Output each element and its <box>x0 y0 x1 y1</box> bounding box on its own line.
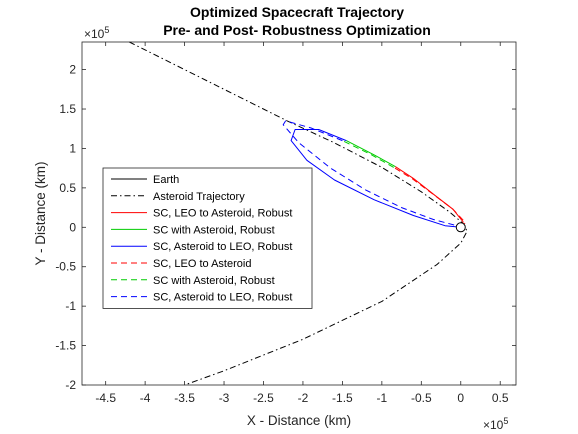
y-tick-label: -0.5 <box>55 260 76 274</box>
x-tick-label: 0.5 <box>492 391 509 405</box>
axes-box <box>81 41 517 386</box>
legend-entry-7: SC, Asteroid to LEO, Robust <box>153 292 292 304</box>
series-line-3 <box>346 140 396 168</box>
x-exponent-label: ×105 <box>483 416 508 432</box>
y-exponent-label: ×105 <box>84 25 109 41</box>
y-tick-label: 0.5 <box>59 181 76 195</box>
earth-marker <box>455 222 466 233</box>
y-tick-label: 0 <box>69 220 76 234</box>
x-tick-label: -4.5 <box>95 391 116 405</box>
x-tick-label: -3.5 <box>174 391 195 405</box>
x-tick-label: -3 <box>219 391 230 405</box>
y-tick-label: 2 <box>69 63 76 77</box>
x-tick-label: 0 <box>457 391 464 405</box>
y-tick-label: 1 <box>69 141 76 155</box>
y-tick-label: -1.5 <box>55 339 76 353</box>
legend-entry-1: Asteroid Trajectory <box>153 191 245 203</box>
series-line-4 <box>290 129 461 228</box>
y-tick-label: -2 <box>65 378 76 392</box>
legend: Earth Asteroid Trajectory SC, LEO to Aster… <box>102 167 313 309</box>
series-line-7 <box>282 120 461 228</box>
legend-entry-4: SC, Asteroid to LEO, Robust <box>153 241 292 253</box>
series-line-5 <box>393 166 466 228</box>
x-tick-label: -2 <box>298 391 309 405</box>
legend-entry-6: SC with Asteroid, Robust <box>153 275 275 287</box>
chart-title-line-2: Pre- and Post- Robustness Optimization <box>163 22 431 38</box>
legend-entry-0: Earth <box>153 174 179 186</box>
plot-area <box>129 41 468 386</box>
x-tick-label: -2.5 <box>253 391 274 405</box>
legend-entry-2: SC, LEO to Asteroid, Robust <box>153 208 292 220</box>
x-tick-label: -4 <box>140 391 151 405</box>
x-tick-label: -0.5 <box>411 391 432 405</box>
legend-entry-3: SC with Asteroid, Robust <box>153 224 275 236</box>
legend-entry-5: SC, LEO to Asteroid <box>153 258 251 270</box>
x-axis-label: X - Distance (km) <box>247 413 351 428</box>
x-tick-label: -1 <box>377 391 388 405</box>
legend-box <box>102 167 313 309</box>
y-tick-label: -1 <box>65 299 76 313</box>
axes: -4.5 -4 -3.5 -3 -2.5 -2 -1.5 -1 -0.5 0 0.5 -2 -1.5 -1… <box>33 25 517 432</box>
y-tick-label: 1.5 <box>59 102 76 116</box>
y-axis-label: Y - Distance (km) <box>33 161 48 265</box>
x-tick-label: -1.5 <box>332 391 353 405</box>
chart-title-line-1: Optimized Spacecraft Trajectory <box>190 4 404 20</box>
